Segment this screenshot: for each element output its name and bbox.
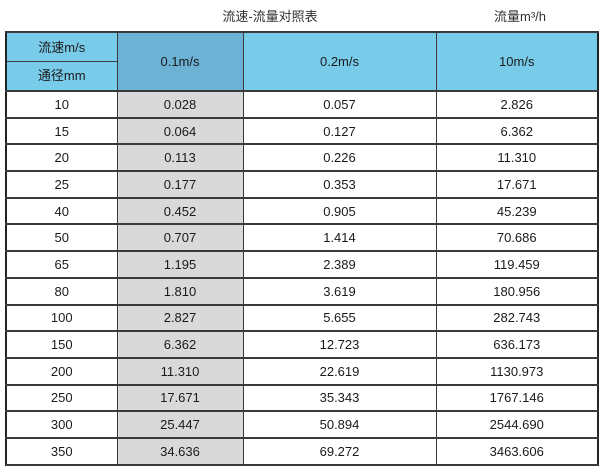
table-row: 150 6.362 12.723 636.173	[5, 330, 599, 359]
title-bar: 流速-流量对照表 流量m³/h	[0, 0, 600, 31]
table-title: 流速-流量对照表	[222, 9, 318, 24]
flow-cell-10ms: 2544.690	[435, 410, 599, 439]
flow-cell-10ms: 119.459	[435, 250, 599, 279]
flow-cell-10ms: 3463.606	[435, 436, 599, 466]
flow-cell-0.2ms: 0.127	[242, 116, 437, 146]
table-row: 15 0.064 0.127 6.362	[5, 116, 599, 146]
table-row: 100 2.827 5.655 282.743	[5, 303, 599, 333]
diameter-cell: 50	[5, 223, 118, 253]
flow-cell-10ms: 282.743	[435, 303, 599, 333]
velocity-axis-label: 流速m/s	[7, 34, 116, 62]
flow-cell-0.1ms: 0.113	[116, 143, 244, 173]
flow-cell-0.2ms: 5.655	[242, 303, 437, 333]
table-row: 20 0.113 0.226 11.310	[5, 143, 599, 173]
table-row: 10 0.028 0.057 2.826	[5, 90, 599, 119]
flow-rate-table: 流速m/s 通径mm 0.1m/s 0.2m/s 10m/s 10 0.028 0.…	[5, 31, 599, 466]
table-row: 200 11.310 22.619 1130.973	[5, 356, 599, 386]
diameter-cell: 200	[5, 356, 118, 386]
flow-cell-0.2ms: 2.389	[242, 250, 437, 279]
flow-cell-0.1ms: 0.177	[116, 170, 244, 199]
table-row: 25 0.177 0.353 17.671	[5, 170, 599, 199]
diameter-cell: 350	[5, 436, 118, 466]
flow-cell-0.2ms: 0.353	[242, 170, 437, 199]
flow-cell-0.1ms: 2.827	[116, 303, 244, 333]
flow-cell-0.1ms: 1.195	[116, 250, 244, 279]
diameter-cell: 300	[5, 410, 118, 439]
flow-cell-0.1ms: 6.362	[116, 330, 244, 359]
flow-cell-10ms: 1130.973	[435, 356, 599, 386]
table-row: 300 25.447 50.894 2544.690	[5, 410, 599, 439]
flow-cell-10ms: 6.362	[435, 116, 599, 146]
table-row: 40 0.452 0.905 45.239	[5, 196, 599, 226]
diameter-cell: 250	[5, 383, 118, 413]
diameter-cell: 15	[5, 116, 118, 146]
flow-cell-0.2ms: 35.343	[242, 383, 437, 413]
flow-cell-0.1ms: 34.636	[116, 436, 244, 466]
diameter-cell: 25	[5, 170, 118, 199]
flow-cell-0.1ms: 11.310	[116, 356, 244, 386]
table-row: 50 0.707 1.414 70.686	[5, 223, 599, 253]
flow-cell-10ms: 45.239	[435, 196, 599, 226]
diameter-cell: 10	[5, 90, 118, 119]
diameter-cell: 80	[5, 276, 118, 306]
flow-unit-label: 流量m³/h	[493, 9, 547, 24]
flow-cell-0.2ms: 50.894	[242, 410, 437, 439]
flow-cell-0.1ms: 17.671	[116, 383, 244, 413]
flow-cell-0.1ms: 25.447	[116, 410, 244, 439]
diameter-cell: 100	[5, 303, 118, 333]
flow-cell-0.1ms: 1.810	[116, 276, 244, 306]
flow-cell-10ms: 2.826	[435, 90, 599, 119]
table-row: 350 34.636 69.272 3463.606	[5, 436, 599, 466]
table-row: 80 1.810 3.619 180.956	[5, 276, 599, 306]
diameter-cell: 40	[5, 196, 118, 226]
diameter-cell: 20	[5, 143, 118, 173]
flow-cell-10ms: 1767.146	[435, 383, 599, 413]
flow-cell-10ms: 4523.893	[435, 463, 599, 466]
table-row: 250 17.671 35.343 1767.146	[5, 383, 599, 413]
flow-cell-10ms: 180.956	[435, 276, 599, 306]
flow-cell-0.1ms: 0.028	[116, 90, 244, 119]
flow-cell-0.2ms: 1.414	[242, 223, 437, 253]
flow-cell-10ms: 636.173	[435, 330, 599, 359]
flow-cell-10ms: 70.686	[435, 223, 599, 253]
velocity-header-10ms: 10m/s	[435, 31, 599, 92]
diameter-cell: 65	[5, 250, 118, 279]
flow-cell-0.2ms: 0.226	[242, 143, 437, 173]
table-row: 40045.23990.4784523.893	[5, 463, 599, 466]
flow-cell-0.1ms: 0.452	[116, 196, 244, 226]
flow-cell-0.2ms: 22.619	[242, 356, 437, 386]
table-body: 10 0.028 0.057 2.826 15 0.064 0.127 6.362 20 0.11…	[5, 90, 599, 466]
velocity-header-0.2ms: 0.2m/s	[242, 31, 437, 92]
diameter-axis-label: 通径mm	[37, 68, 86, 83]
flow-cell-0.1ms: 0.707	[116, 223, 244, 253]
velocity-header-0.1ms: 0.1m/s	[116, 31, 244, 92]
corner-header-cell: 流速m/s 通径mm	[5, 31, 118, 92]
table-row: 65 1.195 2.389 119.459	[5, 250, 599, 279]
flow-cell-10ms: 17.671	[435, 170, 599, 199]
diameter-cell: 150	[5, 330, 118, 359]
flow-cell-0.2ms: 69.272	[242, 436, 437, 466]
header-row: 流速m/s 通径mm 0.1m/s 0.2m/s 10m/s	[5, 31, 599, 92]
flow-cell-0.2ms: 0.905	[242, 196, 437, 226]
table-header: 流速m/s 通径mm 0.1m/s 0.2m/s 10m/s	[5, 31, 599, 92]
flow-cell-10ms: 11.310	[435, 143, 599, 173]
flow-cell-0.2ms: 12.723	[242, 330, 437, 359]
flow-cell-0.2ms: 3.619	[242, 276, 437, 306]
flow-cell-0.2ms: 0.057	[242, 90, 437, 119]
flow-cell-0.1ms: 0.064	[116, 116, 244, 146]
